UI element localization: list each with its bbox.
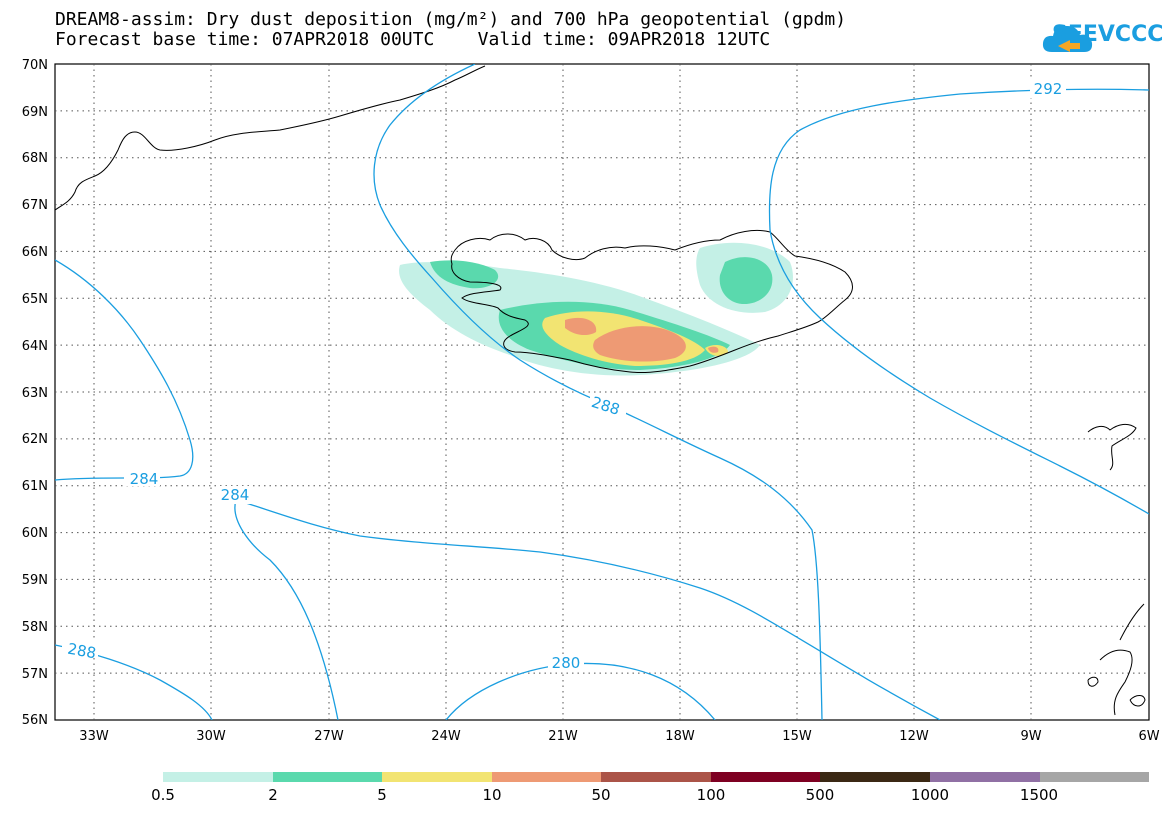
dust-area-2-east	[719, 257, 773, 305]
color-legend	[163, 772, 1150, 782]
faroe-islands-coastline	[1087, 423, 1137, 471]
iceland-coastline	[450, 229, 853, 373]
lat-label-65n: 65N	[22, 292, 48, 307]
cloud-icon	[1042, 25, 1093, 52]
legend-swatch-2	[272, 772, 383, 782]
legend-swatch-5	[601, 772, 711, 782]
legend-swatch-1	[163, 772, 273, 782]
dust-area-10-small	[708, 346, 719, 353]
legend-label-1500: 1500	[1019, 786, 1059, 804]
contour-label-292: 292	[1034, 80, 1063, 98]
lat-label-69n: 69N	[22, 105, 48, 120]
lat-label-64n: 64N	[22, 339, 48, 354]
lat-label-59n: 59N	[22, 573, 48, 588]
legend-swatch-7	[820, 772, 930, 782]
legend-swatch-9	[1039, 772, 1150, 782]
lon-label-21w: 21W	[548, 729, 578, 744]
lon-label-33w: 33W	[79, 729, 109, 744]
lon-label-6w: 6W	[1138, 729, 1159, 744]
contour-284-inner	[234, 499, 339, 720]
lon-label-30w: 30W	[196, 729, 226, 744]
lat-label-63n: 63N	[22, 386, 48, 401]
contour-288-east	[769, 229, 1149, 515]
contour-288-north	[373, 64, 823, 720]
dust-area-10	[565, 317, 597, 336]
lat-label-67n: 67N	[22, 198, 48, 213]
legend-label-0.5: 0.5	[151, 786, 175, 804]
contour-284-south	[235, 499, 941, 720]
legend-label-500: 500	[805, 786, 835, 804]
latitude-axis: 70N 69N 68N 67N 66N 65N 64N 63N 62N 61N …	[22, 58, 48, 728]
lon-label-9w: 9W	[1020, 729, 1041, 744]
dust-area-10-main	[593, 326, 686, 362]
contour-292	[768, 88, 1149, 231]
legend-label-2: 2	[268, 786, 278, 804]
contour-label-280: 280	[552, 654, 581, 672]
lon-label-27w: 27W	[314, 729, 344, 744]
lat-label-57n: 57N	[22, 667, 48, 682]
lat-label-66n: 66N	[22, 245, 48, 260]
legend-label-1000: 1000	[910, 786, 950, 804]
map-title: DREAM8-assim: Dry dust deposition (mg/m²…	[55, 9, 847, 30]
lat-label-56n: 56N	[22, 713, 48, 728]
forecast-times: Forecast base time: 07APR2018 00UTC Vali…	[55, 29, 771, 50]
contour-label-284-west: 284	[130, 470, 159, 488]
dust-deposition-shading	[399, 242, 793, 376]
legend-swatch-4	[491, 772, 602, 782]
logo-text: SEEVCCC	[1052, 22, 1164, 47]
contour-284-west	[55, 259, 194, 481]
legend-swatch-6	[710, 772, 821, 782]
lon-label-24w: 24W	[431, 729, 461, 744]
lat-label-68n: 68N	[22, 151, 48, 166]
lon-label-18w: 18W	[665, 729, 695, 744]
lon-label-12w: 12W	[899, 729, 929, 744]
legend-label-100: 100	[696, 786, 726, 804]
lat-label-58n: 58N	[22, 620, 48, 635]
contour-label-284: 284	[221, 486, 250, 504]
greenland-coastline	[55, 65, 486, 211]
lat-label-60n: 60N	[22, 526, 48, 541]
coastlines	[55, 65, 1146, 716]
lat-label-61n: 61N	[22, 479, 48, 494]
legend-label-5: 5	[377, 786, 387, 804]
lat-label-70n: 70N	[22, 58, 48, 73]
graticule	[55, 64, 1149, 720]
contour-labels: 292 288 284 284 288 280	[62, 80, 1066, 672]
legend-swatch-8	[929, 772, 1040, 782]
scotland-coastline	[1087, 603, 1146, 716]
lon-label-15w: 15W	[782, 729, 812, 744]
longitude-axis: 33W 30W 27W 24W 21W 18W 15W 12W 9W 6W	[79, 729, 1159, 744]
dust-area-2	[430, 260, 499, 289]
legend-label-10: 10	[482, 786, 502, 804]
contour-label-288-southwest: 288	[66, 640, 97, 663]
legend-label-50: 50	[591, 786, 611, 804]
legend-swatch-3	[382, 772, 492, 782]
lat-label-62n: 62N	[22, 432, 48, 447]
